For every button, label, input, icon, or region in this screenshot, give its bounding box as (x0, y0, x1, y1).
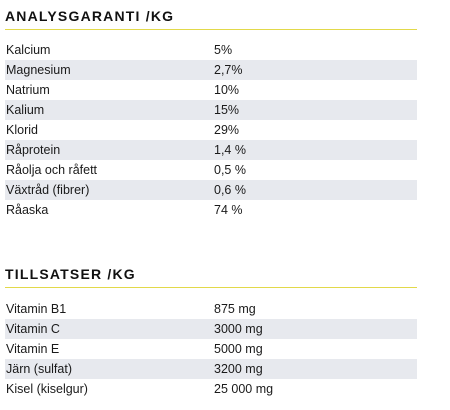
row-label: Vitamin E (6, 342, 60, 356)
row-label: Kalcium (6, 43, 51, 57)
row-value: 2,7% (214, 63, 243, 77)
heading-divider (5, 287, 417, 288)
row-value: 10% (214, 83, 240, 97)
row-value: 25 000 mg (214, 382, 274, 396)
row-label: Magnesium (6, 63, 71, 77)
table-row: Vitamin B1 875 mg (5, 299, 417, 319)
tillsatser-section: TILLSATSER /KG Vitamin B1 875 mg Vitamin… (5, 266, 417, 399)
table-row: Råprotein 1,4 % (5, 140, 417, 160)
row-value: 3000 mg (214, 322, 263, 336)
table-row: Kalcium 5% (5, 40, 417, 60)
analysgaranti-heading: ANALYSGARANTI /KG (5, 8, 175, 24)
row-value: 5000 mg (214, 342, 263, 356)
row-label: Natrium (6, 83, 50, 97)
row-value: 74 % (214, 203, 243, 217)
row-label: Kisel (kiselgur) (6, 382, 88, 396)
row-value: 0,6 % (214, 183, 246, 197)
row-label: Klorid (6, 123, 38, 137)
row-label: Växtråd (fibrer) (6, 183, 90, 197)
heading-divider (5, 29, 417, 30)
table-row: Kalium 15% (5, 100, 417, 120)
row-value: 29% (214, 123, 240, 137)
analysgaranti-section: ANALYSGARANTI /KG Kalcium 5% Magnesium 2… (5, 8, 417, 220)
row-label: Kalium (6, 103, 45, 117)
table-row: Råaska 74 % (5, 200, 417, 220)
tillsatser-heading: TILLSATSER /KG (5, 266, 136, 282)
table-row: Vitamin E 5000 mg (5, 339, 417, 359)
row-value: 875 mg (214, 302, 256, 316)
table-row: Kisel (kiselgur) 25 000 mg (5, 379, 417, 399)
row-value: 15% (214, 103, 240, 117)
row-label: Råprotein (6, 143, 61, 157)
table-row: Växtråd (fibrer) 0,6 % (5, 180, 417, 200)
row-value: 3200 mg (214, 362, 263, 376)
table-row: Magnesium 2,7% (5, 60, 417, 80)
row-value: 1,4 % (214, 143, 246, 157)
row-label: Vitamin C (6, 322, 60, 336)
row-label: Råolja och råfett (6, 163, 98, 177)
row-label: Råaska (6, 203, 49, 217)
table-row: Natrium 10% (5, 80, 417, 100)
table-row: Vitamin C 3000 mg (5, 319, 417, 339)
row-label: Vitamin B1 (6, 302, 67, 316)
table-row: Järn (sulfat) 3200 mg (5, 359, 417, 379)
row-value: 5% (214, 43, 233, 57)
table-row: Klorid 29% (5, 120, 417, 140)
row-label: Järn (sulfat) (6, 362, 72, 376)
table-row: Råolja och råfett 0,5 % (5, 160, 417, 180)
row-value: 0,5 % (214, 163, 246, 177)
